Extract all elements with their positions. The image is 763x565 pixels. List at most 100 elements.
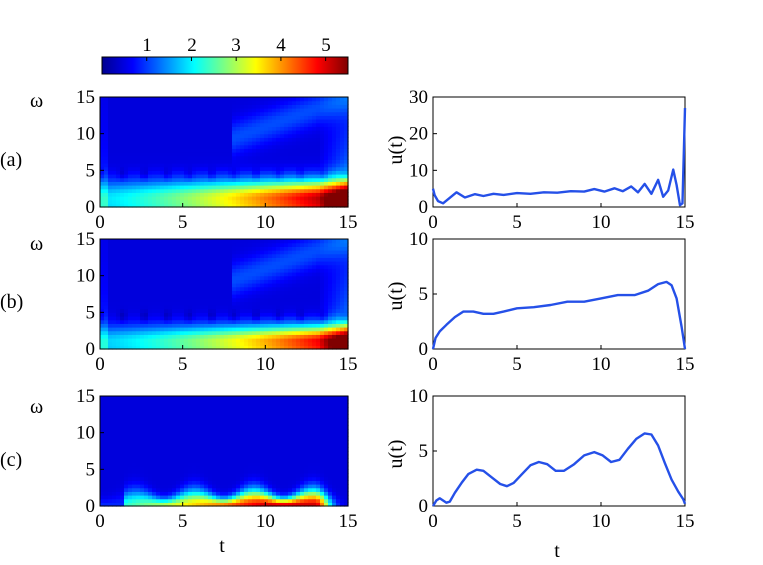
heatmap-cell (200, 152, 205, 157)
heatmap-cell (196, 133, 201, 138)
heatmap-cell (128, 436, 133, 441)
heatmap-cell (160, 399, 165, 404)
heatmap-cell (216, 469, 221, 474)
heatmap-cell (164, 170, 169, 175)
heatmap-cell (164, 286, 169, 291)
heatmap-cell (100, 323, 105, 328)
heatmap-cell (168, 421, 173, 426)
heatmap-cell (260, 199, 265, 204)
heatmap-cell (108, 97, 113, 102)
heatmap-cell (124, 253, 129, 258)
heatmap-cell (320, 159, 325, 164)
heatmap-cell (216, 323, 221, 328)
heatmap-cell (296, 316, 301, 321)
heatmap-cell (168, 305, 173, 310)
heatmap-cell (220, 469, 225, 474)
heatmap-cell (272, 111, 277, 116)
heatmap-cell (152, 137, 157, 142)
heatmap-cell (192, 166, 197, 171)
heatmap-cell (312, 239, 317, 244)
heatmap-cell (112, 100, 117, 105)
heatmap-cell (240, 122, 245, 127)
heatmap-cell (208, 345, 213, 350)
heatmap-cell (152, 502, 157, 507)
heatmap-cell (180, 305, 185, 310)
heatmap-cell (168, 104, 173, 109)
heatmap-cell (220, 261, 225, 266)
heatmap-cell (332, 294, 337, 299)
heatmap-cell (120, 480, 125, 485)
heatmap-cell (176, 407, 181, 412)
heatmap-cell (136, 436, 141, 441)
heatmap-cell (156, 185, 161, 190)
heatmap-cell (244, 279, 249, 284)
heatmap-cell (132, 403, 137, 408)
heatmap-cell (244, 421, 249, 426)
heatmap-cell (284, 196, 289, 201)
heatmap-cell (252, 137, 257, 142)
heatmap-cell (160, 341, 165, 346)
y-tick-label: 10 (409, 229, 428, 250)
heatmap-cell (328, 345, 333, 350)
heatmap-cell (220, 253, 225, 258)
heatmap-cell (312, 144, 317, 149)
heatmap-cell (108, 250, 113, 255)
heatmap-cell (212, 495, 217, 500)
heatmap-cell (240, 495, 245, 500)
heatmap-cell (292, 297, 297, 302)
heatmap-cell (108, 294, 113, 299)
heatmap-cell (264, 133, 269, 138)
heatmap-cell (180, 144, 185, 149)
heatmap-cell (188, 122, 193, 127)
heatmap-cell (160, 177, 165, 182)
heatmap-cell (340, 327, 345, 332)
heatmap-cell (132, 407, 137, 412)
heatmap-cell (136, 148, 141, 153)
heatmap-cell (244, 286, 249, 291)
heatmap-cell (124, 133, 129, 138)
heatmap-cell (292, 111, 297, 116)
heatmap-cell (180, 137, 185, 142)
heatmap-cell (212, 155, 217, 160)
heatmap-cell (264, 268, 269, 273)
heatmap-cell (292, 301, 297, 306)
heatmap-cell (136, 268, 141, 273)
heatmap-cell (336, 334, 341, 339)
heatmap-cell (152, 133, 157, 138)
heatmap-cell (276, 181, 281, 186)
heatmap-cell (212, 345, 217, 350)
heatmap-cell (172, 141, 177, 146)
heatmap-cell (172, 465, 177, 470)
heatmap-cell (172, 264, 177, 269)
heatmap-cell (288, 286, 293, 291)
heatmap-cell (180, 166, 185, 171)
heatmap-cell (108, 133, 113, 138)
heatmap-cell (180, 192, 185, 197)
heatmap-cell (232, 421, 237, 426)
heatmap-cell (296, 297, 301, 302)
heatmap-cell (244, 345, 249, 350)
heatmap-cell (148, 414, 153, 419)
heatmap-cell (220, 410, 225, 415)
heatmap-cell (212, 297, 217, 302)
heatmap-cell (308, 203, 313, 208)
heatmap-cell (204, 196, 209, 201)
y-tick-label: 10 (76, 124, 95, 145)
heatmap-cell (260, 283, 265, 288)
heatmap-cell (344, 177, 349, 182)
heatmap-cell (168, 436, 173, 441)
heatmap-cell (236, 177, 241, 182)
heatmap-cell (228, 250, 233, 255)
heatmap-cell (216, 462, 221, 467)
heatmap-cell (240, 137, 245, 142)
heatmap-cell (264, 188, 269, 193)
heatmap-cell (140, 144, 145, 149)
heatmap-cell (252, 170, 257, 175)
heatmap-cell (184, 250, 189, 255)
heatmap-cell (192, 185, 197, 190)
heatmap-cell (168, 330, 173, 335)
heatmap-cell (220, 185, 225, 190)
heatmap-cell (196, 166, 201, 171)
heatmap-cell (132, 432, 137, 437)
heatmap-cell (328, 250, 333, 255)
